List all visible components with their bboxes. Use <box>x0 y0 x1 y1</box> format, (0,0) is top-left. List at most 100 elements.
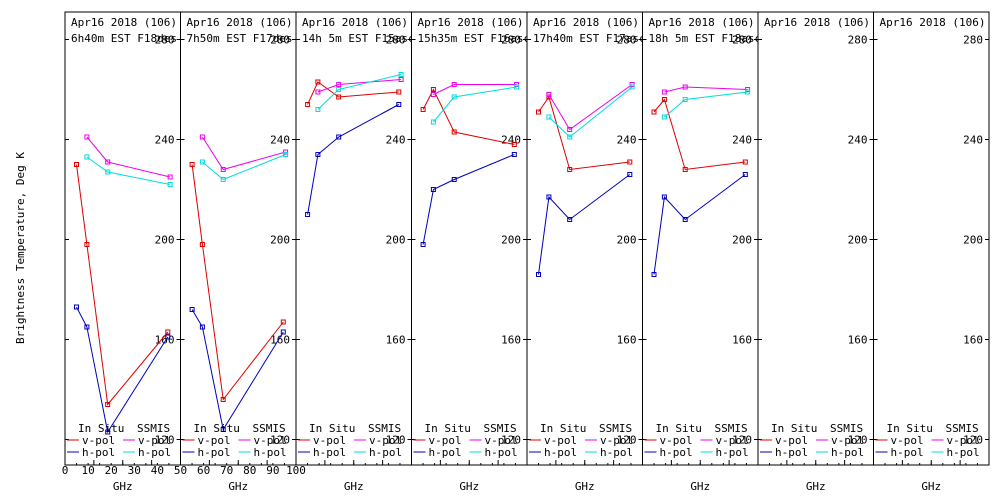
series-line-in_situ_v <box>653 98 746 171</box>
x-tick-label: 50 <box>174 464 187 477</box>
legend-label-in_situ_v: v-pol <box>775 434 808 447</box>
data-point-ssmis_v <box>336 82 342 87</box>
y-tick-label: 280 <box>501 34 521 47</box>
legend-label-in_situ_v: v-pol <box>891 434 924 447</box>
y-tick-label: 200 <box>386 234 406 247</box>
y-tick-label: 200 <box>617 234 637 247</box>
legend-header-in-situ: In Situ <box>771 422 817 435</box>
panel: Apr16 2018 (106) 7h50m EST F17des 120 160 20… <box>180 11 297 493</box>
legend-header-ssmis: SSMIS <box>599 422 632 435</box>
panel-date-title: Apr16 2018 (106) <box>764 16 870 29</box>
data-point-in_situ_h <box>305 212 311 217</box>
legend-label-ssmis_h: h-pol <box>600 446 633 459</box>
y-tick-label: 120 <box>501 434 521 447</box>
data-point-ssmis_h <box>546 114 552 120</box>
data-point-ssmis_h <box>315 107 321 112</box>
panel-date-title: Apr16 2018 (106) <box>71 16 177 29</box>
data-point-in_situ_v <box>165 329 171 335</box>
panel: Apr16 2018 (106) 120 160 200 240 280 GHz In Sit… <box>873 11 990 493</box>
legend-label-ssmis_h: h-pol <box>138 446 171 459</box>
x-tick-label: 80 <box>243 464 256 477</box>
data-point-ssmis_v <box>84 134 90 140</box>
y-tick-label: 280 <box>386 34 406 47</box>
x-axis-label: GHz <box>228 480 248 493</box>
data-point-in_situ_h <box>74 304 79 310</box>
legend-header-ssmis: SSMIS <box>368 422 401 435</box>
y-tick-label: 240 <box>270 134 290 147</box>
y-tick-label: 240 <box>848 134 868 147</box>
legend-label-ssmis_h: h-pol <box>947 446 980 459</box>
data-point-in_situ_h <box>396 102 402 107</box>
data-point-in_situ_h <box>567 217 573 222</box>
panel-time-title: 18h 5m EST F18asc <box>649 32 762 45</box>
legend-header-in-situ: In Situ <box>425 422 471 435</box>
panel: Apr16 2018 (106) 15h35m EST F16asc 120 160 2… <box>411 11 528 493</box>
series-line-ssmis_h <box>433 86 517 123</box>
legend-label-ssmis_v: v-pol <box>485 434 518 447</box>
legend-label-in_situ_v: v-pol <box>198 434 231 447</box>
data-point-ssmis_h <box>661 114 667 120</box>
legend-label-ssmis_v: v-pol <box>138 434 171 447</box>
x-axis-label: GHz <box>344 480 364 493</box>
y-tick-label: 160 <box>386 334 406 347</box>
data-point-in_situ_v <box>199 242 205 247</box>
series-line-ssmis_h <box>664 91 748 118</box>
series-line-ssmis_v <box>86 136 171 178</box>
y-tick-label: 280 <box>848 34 868 47</box>
data-point-in_situ_v <box>567 167 573 172</box>
y-tick-label: 160 <box>270 334 290 347</box>
panel-date-title: Apr16 2018 (106) <box>649 16 755 29</box>
data-point-ssmis_h <box>199 159 205 165</box>
data-point-in_situ_v <box>627 159 633 165</box>
data-point-in_situ_v <box>220 397 226 402</box>
series-line-ssmis_h <box>317 74 402 110</box>
legend-label-in_situ_h: h-pol <box>313 446 346 459</box>
legend-header-ssmis: SSMIS <box>253 422 286 435</box>
data-point-ssmis_h <box>514 84 520 90</box>
x-axis-label: GHz <box>806 480 826 493</box>
data-point-in_situ_h <box>84 324 90 330</box>
y-tick-label: 240 <box>501 134 521 147</box>
x-tick-label: 10 <box>81 464 94 477</box>
legend-header-in-situ: In Situ <box>540 422 586 435</box>
data-point-ssmis_v <box>398 77 404 82</box>
legend-header-ssmis: SSMIS <box>715 422 748 435</box>
legend-header-ssmis: SSMIS <box>946 422 979 435</box>
y-tick-label: 160 <box>501 334 521 347</box>
series-line-in_situ_v <box>422 88 515 145</box>
data-point-in_situ_v <box>511 142 517 147</box>
legend-header-ssmis: SSMIS <box>484 422 517 435</box>
data-point-in_situ_v <box>84 242 90 247</box>
legend-label-in_situ_v: v-pol <box>82 434 115 447</box>
data-point-ssmis_v <box>199 134 205 140</box>
data-point-ssmis_v <box>451 82 457 87</box>
panel-date-title: Apr16 2018 (106) <box>302 16 408 29</box>
series-line-in_situ_h <box>653 174 746 275</box>
x-axis-label: GHz <box>113 480 133 493</box>
legend-label-ssmis_v: v-pol <box>600 434 633 447</box>
data-point-ssmis_h <box>567 134 573 140</box>
data-point-in_situ_v <box>420 107 426 112</box>
series-line-ssmis_v <box>317 79 402 93</box>
y-axis-label: Brightness Temperature, Deg K <box>14 152 27 344</box>
data-point-ssmis_h <box>220 177 226 182</box>
data-point-in_situ_h <box>199 324 205 330</box>
y-tick-label: 280 <box>963 34 983 47</box>
y-tick-label: 240 <box>155 134 175 147</box>
data-point-in_situ_v <box>315 79 321 85</box>
data-point-ssmis_v <box>430 92 436 97</box>
x-axis-label: GHz <box>690 480 710 493</box>
data-point-ssmis_h <box>398 72 404 77</box>
legend-header-ssmis: SSMIS <box>830 422 863 435</box>
data-point-in_situ_v <box>280 319 286 325</box>
x-tick-label: 40 <box>151 464 164 477</box>
panel-time-title: 17h40m EST F17asc <box>533 32 646 45</box>
y-tick-label: 200 <box>155 234 175 247</box>
panel: Apr16 2018 (106) 14h 5m EST F15asc 120 160 2… <box>295 11 412 493</box>
legend-label-in_situ_h: h-pol <box>198 446 231 459</box>
series-line-ssmis_v <box>664 86 748 93</box>
